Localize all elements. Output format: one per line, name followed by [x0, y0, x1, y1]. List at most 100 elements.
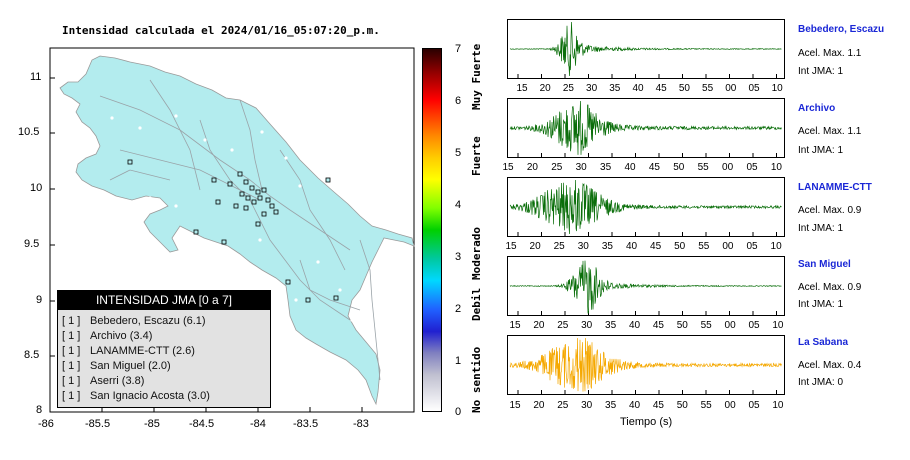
legend-row: [ 1 ] Aserri (3.8) [58, 374, 270, 389]
legend-row: [ 1 ] Bebedero, Escazu (6.1) [58, 314, 270, 329]
legend-row: [ 1 ] San Miguel (2.0) [58, 359, 270, 374]
trace-panel [507, 98, 785, 158]
station-accel: Acel. Max. 1.1 [798, 126, 862, 137]
time-tick-label: 05 [748, 83, 760, 94]
time-tick-label: 50 [676, 320, 688, 331]
time-tick-label: 10 [772, 400, 784, 411]
time-tick-label: 00 [722, 162, 734, 173]
trace-panel [507, 19, 785, 79]
station-accel: Acel. Max. 0.9 [798, 282, 862, 293]
time-tick-label: 55 [698, 241, 710, 252]
lon-tick: -85 [144, 418, 160, 430]
time-tick-label: 40 [628, 320, 641, 331]
legend-station: Archivo (3.4) [90, 330, 153, 342]
time-tick-label: 00 [724, 400, 736, 411]
colorbar-tick: 5 [455, 147, 462, 159]
waveform [509, 260, 782, 315]
time-tick-label: 35 [609, 83, 621, 94]
time-tick-label: 25 [562, 83, 574, 94]
station-accel: Acel. Max. 0.4 [798, 360, 862, 371]
legend-level: [ 1 ] [62, 345, 81, 357]
time-tick-label: 40 [625, 241, 638, 252]
legend-station: San Ignacio Acosta (3.0) [90, 390, 210, 402]
time-tick-label: 15 [516, 83, 528, 94]
station-name: San Miguel [798, 259, 851, 270]
time-tick-label: 35 [600, 162, 612, 173]
time-tick-label: 55 [700, 320, 712, 331]
station-intensity: Int JMA: 1 [798, 145, 844, 156]
time-tick-label: 40 [632, 83, 644, 94]
time-tick-label: 20 [529, 241, 541, 252]
time-tick-label: 25 [557, 400, 569, 411]
time-tick-label: 40 [628, 400, 641, 411]
time-tick-label: 10 [771, 83, 783, 94]
intensity-squares [127, 159, 339, 303]
lon-tick: -84.5 [189, 418, 215, 430]
time-tick-label: 15 [509, 400, 521, 411]
station-name: La Sabana [798, 337, 849, 348]
time-tick-label: 35 [605, 320, 617, 331]
time-tick-label: 40 [624, 162, 636, 173]
station-intensity: Int JMA: 0 [798, 377, 844, 388]
lat-tick: 10 [30, 182, 43, 194]
time-tick-label: 35 [605, 400, 617, 411]
waveform [509, 100, 782, 157]
colorbar-tick: 4 [455, 199, 462, 211]
colorbar-category: Debil [470, 287, 483, 321]
colorbar-tick: 2 [455, 303, 462, 315]
time-tick-label: 20 [539, 83, 551, 94]
time-tick-label: 20 [533, 400, 545, 411]
time-tick-label: 00 [722, 241, 734, 252]
time-tick-label: 10 [772, 320, 784, 331]
lat-tick: 9 [36, 294, 43, 306]
time-tick-label: 45 [652, 320, 664, 331]
station-name: LANAMME-CTT [798, 182, 872, 193]
colorbar-tick: 1 [455, 355, 462, 367]
time-tick-label: 50 [678, 83, 690, 94]
legend-station: San Miguel (2.0) [90, 360, 171, 372]
time-tick-label: 45 [648, 162, 660, 173]
time-tick-label: 25 [557, 320, 569, 331]
station-name: Bebedero, Escazu [798, 24, 885, 35]
legend-level: [ 1 ] [62, 315, 81, 327]
station-intensity: Int JMA: 1 [798, 66, 844, 77]
time-tick-label: 30 [577, 241, 589, 252]
colorbar-category: Muy Fuerte [470, 43, 483, 110]
trace-panel [507, 177, 785, 237]
time-tick-label: 45 [655, 83, 667, 94]
colorbar-tick: 3 [455, 251, 462, 263]
waveform [509, 21, 782, 78]
lon-tick: -84 [250, 418, 266, 430]
lat-tick: 8.5 [24, 349, 40, 361]
colorbar-tick: 6 [455, 95, 462, 107]
time-tick-label: 30 [581, 400, 593, 411]
time-tick-label: 35 [601, 241, 613, 252]
station-intensity: Int JMA: 1 [798, 223, 844, 234]
time-tick-label: 15 [505, 241, 517, 252]
time-tick-label: 05 [748, 320, 760, 331]
waveform [509, 337, 782, 394]
time-tick-label: 50 [674, 241, 686, 252]
legend-row: [ 1 ] San Ignacio Acosta (3.0) [58, 389, 270, 404]
colorbar-category: Moderado [470, 227, 483, 280]
legend-row: [ 1 ] Archivo (3.4) [58, 329, 270, 344]
time-axis-label: Tiempo (s) [620, 416, 673, 428]
costa-rica-land [59, 55, 415, 406]
lon-tick: -86 [38, 418, 54, 430]
legend-station: LANAMME-CTT (2.6) [90, 345, 195, 357]
station-accel: Acel. Max. 1.1 [798, 48, 862, 59]
time-tick-label: 30 [586, 83, 598, 94]
trace-panel [507, 256, 785, 316]
time-tick-label: 10 [770, 162, 782, 173]
colorbar-category: Fuerte [470, 136, 483, 176]
time-tick-label: 45 [650, 241, 662, 252]
lat-tick: 8 [36, 404, 43, 416]
time-tick-label: 05 [746, 162, 758, 173]
time-tick-label: 25 [553, 241, 565, 252]
time-tick-label: 15 [502, 162, 514, 173]
time-tick-label: 45 [652, 400, 664, 411]
time-tick-label: 30 [581, 320, 593, 331]
time-tick-label: 25 [551, 162, 563, 173]
time-tick-label: 20 [526, 162, 538, 173]
time-tick-label: 55 [700, 400, 712, 411]
